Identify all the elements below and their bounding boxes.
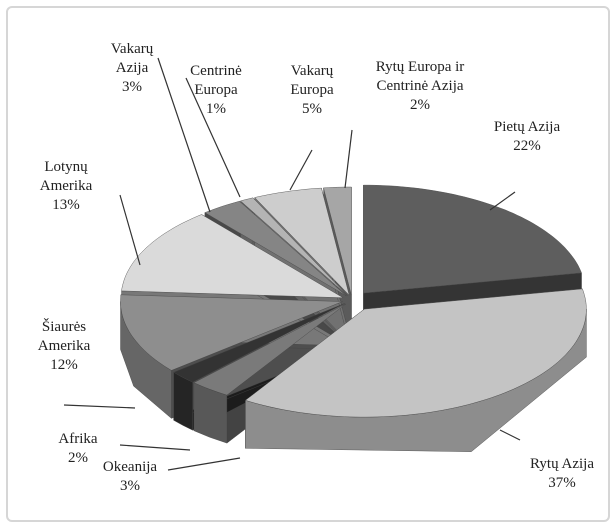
leader-line (119, 444, 191, 451)
category: Okeanija (102, 459, 158, 475)
value-label: 22% (513, 138, 541, 154)
category: Lotynų Amerika (39, 159, 93, 194)
category: Rytų Europa ir Centrinė Azija (375, 59, 465, 94)
slice-label: Pietų Azija 22% (467, 118, 587, 156)
value-label: 3% (120, 478, 140, 494)
category: Pietų Azija (493, 119, 561, 135)
value-label: 5% (302, 101, 322, 117)
slice-label: Centrinė Europa 1% (181, 62, 251, 119)
slice-label: Vakarų Europa 5% (277, 62, 347, 119)
slice-label: Rytų Europa ir Centrinė Azija 2% (360, 58, 480, 115)
category: Šiaurės Amerika (37, 319, 91, 354)
leader-line (63, 404, 136, 409)
slice-label: Afrika 2% (48, 430, 108, 468)
slice (323, 186, 352, 296)
slice (173, 303, 345, 383)
slice-label: Vakarų Azija 3% (97, 40, 167, 97)
slice (363, 184, 582, 294)
slice (254, 187, 350, 296)
category: Vakarų Azija (110, 41, 154, 76)
slice (193, 303, 346, 396)
leader-line (157, 57, 211, 213)
leader-line (489, 191, 516, 211)
value-label: 3% (122, 79, 142, 95)
frame (6, 6, 610, 522)
leader-line (499, 429, 521, 441)
leader-line (185, 77, 241, 198)
slice (240, 197, 348, 296)
slice-label: Šiaurės Amerika 12% (24, 318, 104, 375)
slice-label: Okeanija 3% (90, 458, 170, 496)
category: Centrinė Europa (190, 63, 242, 98)
value-label: 1% (206, 101, 226, 117)
slice (204, 200, 347, 297)
value-label: 2% (68, 450, 88, 466)
leader-line (167, 457, 241, 471)
value-label: 12% (50, 357, 78, 373)
slice (121, 214, 344, 298)
leader-line (119, 194, 141, 266)
leader-line (289, 149, 313, 191)
slice (120, 294, 343, 371)
category: Afrika (58, 431, 98, 447)
category: Vakarų Europa (290, 63, 334, 98)
leader-line (344, 129, 353, 189)
slice-label: Rytų Azija 37% (517, 455, 607, 493)
value-label: 2% (410, 97, 430, 113)
value-label: 37% (548, 475, 576, 491)
slice (244, 288, 587, 418)
category: Rytų Azija (530, 456, 594, 472)
slice-label: Lotynų Amerika 13% (21, 158, 111, 215)
value-label: 13% (52, 197, 80, 213)
